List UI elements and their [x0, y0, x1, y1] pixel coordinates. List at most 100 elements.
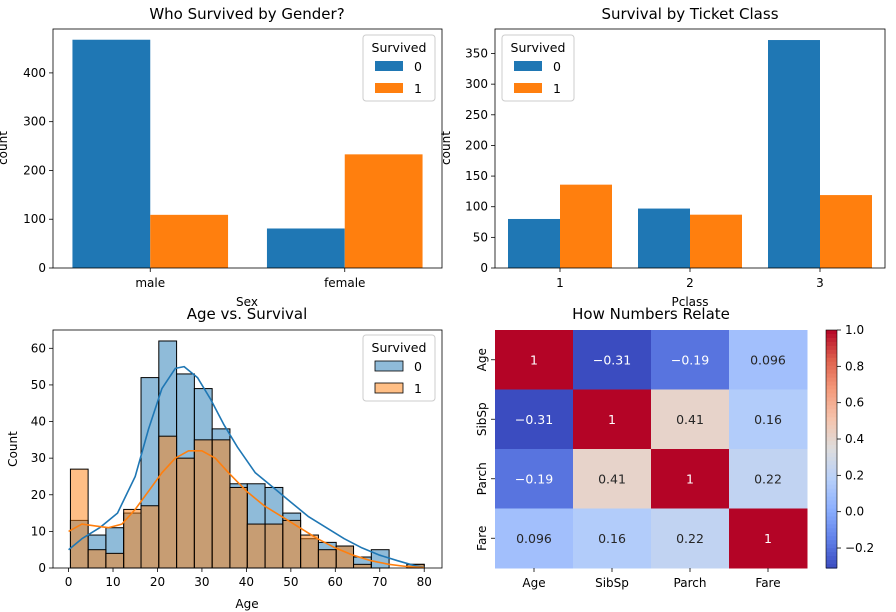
legend-swatch-1: [375, 83, 403, 93]
legend-label-0: 0: [414, 359, 422, 374]
heatmap-cell: [729, 389, 808, 450]
colorbar-segment: [826, 389, 837, 395]
bar: [266, 228, 345, 268]
x-tick-label: 60: [328, 575, 343, 589]
y-tick-label: 60: [31, 341, 46, 355]
colorbar-segment: [826, 405, 837, 410]
heatmap-cell: [651, 330, 730, 390]
cell-value: 0.16: [754, 412, 782, 427]
x-tick-label: 70: [372, 575, 387, 589]
colorbar-segment: [826, 401, 837, 406]
colorbar-segment: [826, 548, 837, 553]
colorbar-segment: [826, 337, 837, 343]
x-axis-label: Pclass: [671, 295, 708, 309]
colorbar-segment: [826, 377, 837, 383]
cell-value: 1: [530, 352, 538, 367]
bar: [768, 40, 820, 269]
colorbar-segment: [826, 484, 837, 490]
colorbar-segment: [826, 365, 837, 371]
colorbar-tick-label: 0.0: [845, 505, 864, 519]
colorbar-segment: [826, 397, 837, 402]
colorbar-segment: [826, 456, 837, 462]
cell-value: 0.096: [516, 531, 552, 546]
colorbar-segment: [826, 409, 837, 414]
legend: Survived 0 1: [501, 34, 575, 102]
y-tick-label: 350: [465, 47, 488, 61]
y-tick-label: 250: [465, 108, 488, 122]
heatmap-cell: [651, 389, 730, 450]
legend-swatch-1: [374, 382, 404, 394]
colorbar-segment: [826, 341, 837, 347]
colorbar-segment: [826, 536, 837, 541]
chart-title: Who Survived by Gender?: [149, 5, 344, 23]
heatmap-cell: [573, 449, 652, 509]
cell-value: 0.41: [598, 471, 626, 486]
x-tick-label: 20: [150, 575, 165, 589]
kde-line: [68, 365, 425, 569]
colorbar-segment: [826, 488, 837, 494]
bar: [508, 218, 560, 268]
colorbar-segment: [826, 492, 837, 498]
legend-label-1: 1: [414, 381, 422, 396]
colorbar-segment: [826, 504, 837, 510]
y-tick-label: 100: [23, 212, 46, 226]
colorbar-segment: [826, 532, 837, 537]
class-survival-chart: Survival by Ticket Class Pclass count 1 2…: [439, 5, 886, 309]
histogram-bar: [87, 549, 107, 569]
colorbar-segment: [826, 516, 837, 521]
colorbar-segment: [826, 524, 837, 529]
legend-label-0: 0: [553, 59, 561, 74]
cell-value: −0.31: [515, 412, 553, 427]
colorbar-segment: [826, 421, 837, 426]
x-tick-label: SibSp: [595, 576, 629, 590]
colorbar-segment: [826, 464, 837, 470]
heatmap-cell: [573, 330, 652, 390]
colorbar-segment: [826, 437, 837, 442]
bar: [560, 184, 612, 268]
cell-value: 0.22: [754, 471, 782, 486]
colorbar-segment: [826, 468, 837, 474]
colorbar-segment: [826, 500, 837, 506]
y-tick-label: SibSp: [475, 402, 489, 436]
cell-value: 1: [608, 412, 616, 427]
legend: Survived 0 1: [362, 34, 436, 102]
y-tick-label: 20: [31, 488, 46, 502]
y-tick-label: 0: [480, 261, 488, 275]
kde-line: [68, 449, 425, 569]
colorbar-segment: [826, 425, 837, 430]
colorbar-segment: [826, 560, 837, 565]
legend-title: Survived: [372, 40, 427, 55]
y-tick-label: 10: [31, 524, 46, 538]
histogram-bar: [158, 435, 178, 569]
cell-value: −0.31: [593, 352, 631, 367]
colorbar: −0.2 0.0 0.2 0.4 0.6 0.8 1.0: [825, 323, 874, 569]
heatmap-cell: [651, 449, 730, 509]
bar: [72, 39, 151, 268]
colorbar-tick-label: −0.2: [845, 541, 874, 555]
colorbar-segment: [826, 540, 837, 545]
y-tick-label: 200: [465, 138, 488, 152]
heatmap-cell: [729, 330, 808, 390]
colorbar-segment: [826, 381, 837, 387]
x-tick-label: 3: [816, 276, 824, 290]
colorbar-segment: [826, 333, 837, 339]
histogram-bar: [105, 552, 125, 569]
plot-area: male female 0 100 200 300 400: [23, 28, 443, 290]
plot-area: 1 2 3 0 50 100 150 200 250 300 350: [465, 28, 886, 290]
y-tick-label: 30: [31, 451, 46, 465]
bar: [820, 195, 872, 268]
cell-value: −0.19: [515, 471, 553, 486]
legend-title: Survived: [511, 40, 566, 55]
colorbar-segment: [826, 508, 837, 514]
x-tick-label: 50: [283, 575, 298, 589]
heatmap-cell: [495, 508, 574, 569]
x-tick-label: 10: [105, 575, 120, 589]
colorbar-segment: [826, 353, 837, 359]
colorbar-segment: [826, 480, 837, 486]
legend-swatch-0: [514, 61, 542, 71]
x-tick-label: 2: [686, 276, 694, 290]
colorbar-segment: [826, 373, 837, 379]
histogram-bar: [246, 523, 266, 569]
colorbar-segment: [826, 349, 837, 355]
histogram-bar: [211, 439, 231, 569]
